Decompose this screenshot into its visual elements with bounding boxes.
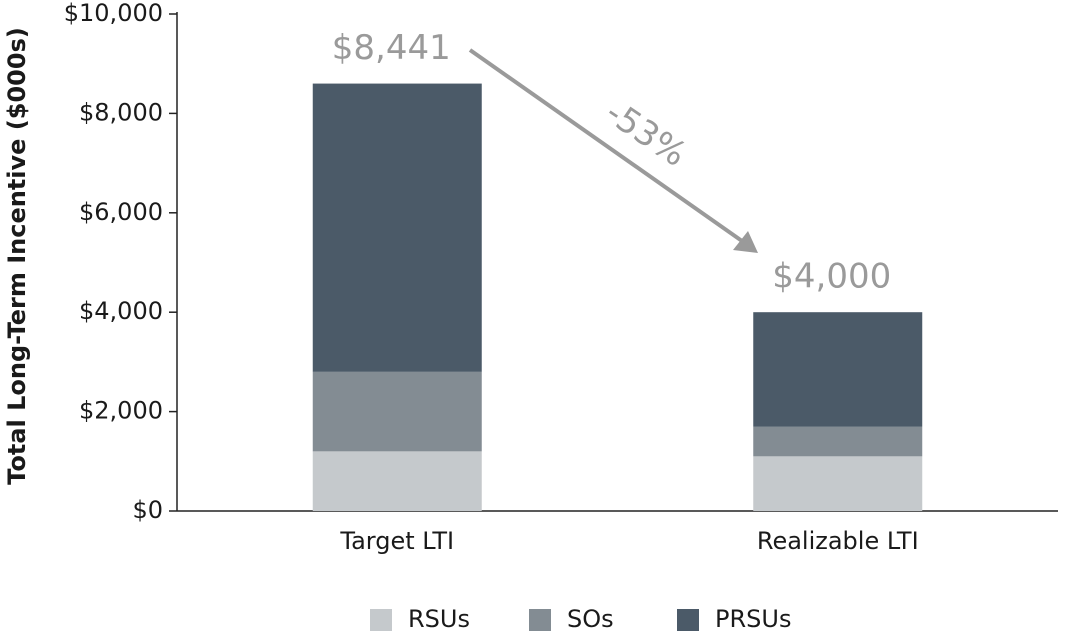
y-tick-label: $8,000: [79, 98, 163, 126]
bar-segment: [312, 451, 482, 511]
bar-segment: [753, 312, 923, 427]
legend-swatch: [370, 609, 392, 631]
change-arrow: [468, 48, 744, 243]
y-tick-label: $4,000: [79, 297, 163, 325]
bar-segment: [312, 83, 482, 372]
bar-segment: [753, 456, 923, 511]
x-tick-label: Target LTI: [339, 527, 454, 555]
y-tick-label: $10,000: [64, 0, 163, 27]
legend-label: SOs: [567, 605, 614, 633]
arrow-head: [733, 231, 758, 253]
total-label: $4,000: [772, 257, 891, 297]
legend-swatch: [529, 609, 551, 631]
y-axis-title: Total Long-Term Incentive ($000s): [3, 27, 31, 485]
legend-swatch: [677, 609, 699, 631]
y-tick-label: $2,000: [79, 397, 163, 425]
total-label: $8,441: [332, 28, 451, 68]
bar-segment: [753, 426, 923, 457]
change-label: -53%: [598, 93, 693, 175]
legend-label: RSUs: [408, 605, 470, 633]
legend-label: PRSUs: [715, 605, 791, 633]
bar-segment: [312, 371, 482, 452]
y-tick-label: $6,000: [79, 198, 163, 226]
y-tick-label: $0: [132, 496, 163, 524]
x-tick-label: Realizable LTI: [757, 527, 919, 555]
